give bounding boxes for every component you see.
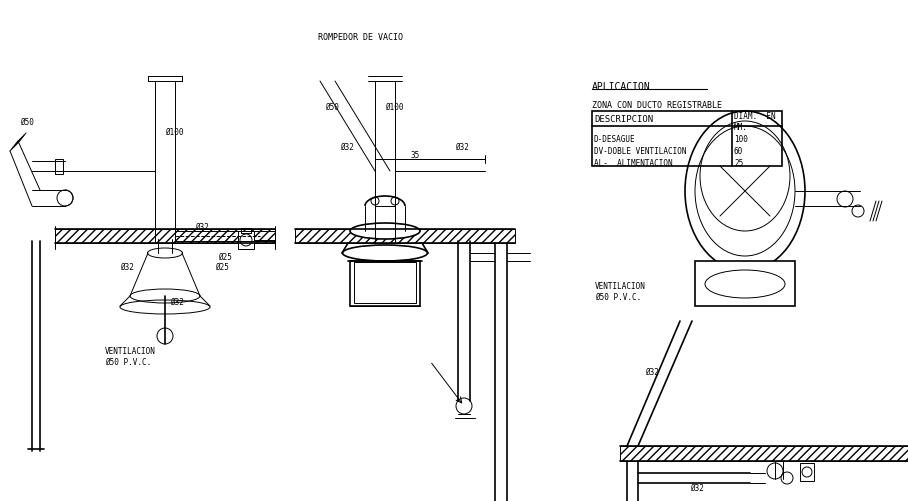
- Text: ROMPEDOR DE VACIO: ROMPEDOR DE VACIO: [318, 33, 403, 42]
- Bar: [295, 229, 515, 243]
- Text: ZONA CON DUCTO REGISTRABLE: ZONA CON DUCTO REGISTRABLE: [592, 100, 722, 109]
- Bar: [55, 160, 63, 175]
- Bar: [620, 446, 908, 461]
- Text: D-DESAGUE: D-DESAGUE: [594, 134, 636, 143]
- Bar: [695, 262, 795, 307]
- Text: 60: 60: [734, 146, 744, 155]
- Bar: [354, 263, 416, 304]
- Circle shape: [456, 398, 472, 414]
- Text: Ø32: Ø32: [455, 142, 469, 151]
- Text: Ø50: Ø50: [20, 117, 34, 126]
- Text: Ø32: Ø32: [195, 222, 209, 231]
- Bar: [241, 228, 251, 233]
- Text: DV-DOBLE VENTILACION: DV-DOBLE VENTILACION: [594, 146, 686, 155]
- Bar: [800, 463, 814, 481]
- Text: DIAM.  EN
MM.: DIAM. EN MM.: [734, 112, 775, 131]
- Text: Ø50: Ø50: [325, 102, 339, 111]
- Text: Ø32: Ø32: [340, 142, 354, 151]
- Bar: [592, 112, 782, 167]
- Circle shape: [157, 328, 173, 344]
- Text: 25: 25: [734, 158, 744, 167]
- Text: APLICACION: APLICACION: [592, 82, 651, 92]
- Text: Ø25: Ø25: [218, 252, 232, 261]
- Bar: [55, 229, 275, 243]
- Bar: [238, 231, 254, 249]
- Text: Ø100: Ø100: [165, 127, 183, 136]
- Bar: [350, 262, 420, 307]
- Text: 100: 100: [734, 134, 748, 143]
- Text: VENTILACION
Ø50 P.V.C.: VENTILACION Ø50 P.V.C.: [105, 347, 156, 366]
- Text: AL-  ALIMENTACION: AL- ALIMENTACION: [594, 158, 673, 167]
- Text: Ø32: Ø32: [120, 262, 133, 271]
- Text: 35: 35: [410, 151, 419, 160]
- Text: Ø32: Ø32: [645, 367, 659, 376]
- Text: DESCRIPCION: DESCRIPCION: [594, 114, 653, 123]
- Ellipse shape: [350, 223, 420, 239]
- Text: VENTILACION
Ø50 P.V.C.: VENTILACION Ø50 P.V.C.: [595, 282, 646, 301]
- Text: Ø100: Ø100: [385, 102, 403, 111]
- Text: Ø25: Ø25: [215, 262, 229, 271]
- Text: Ø32: Ø32: [690, 482, 704, 491]
- Text: Ø32: Ø32: [170, 297, 184, 306]
